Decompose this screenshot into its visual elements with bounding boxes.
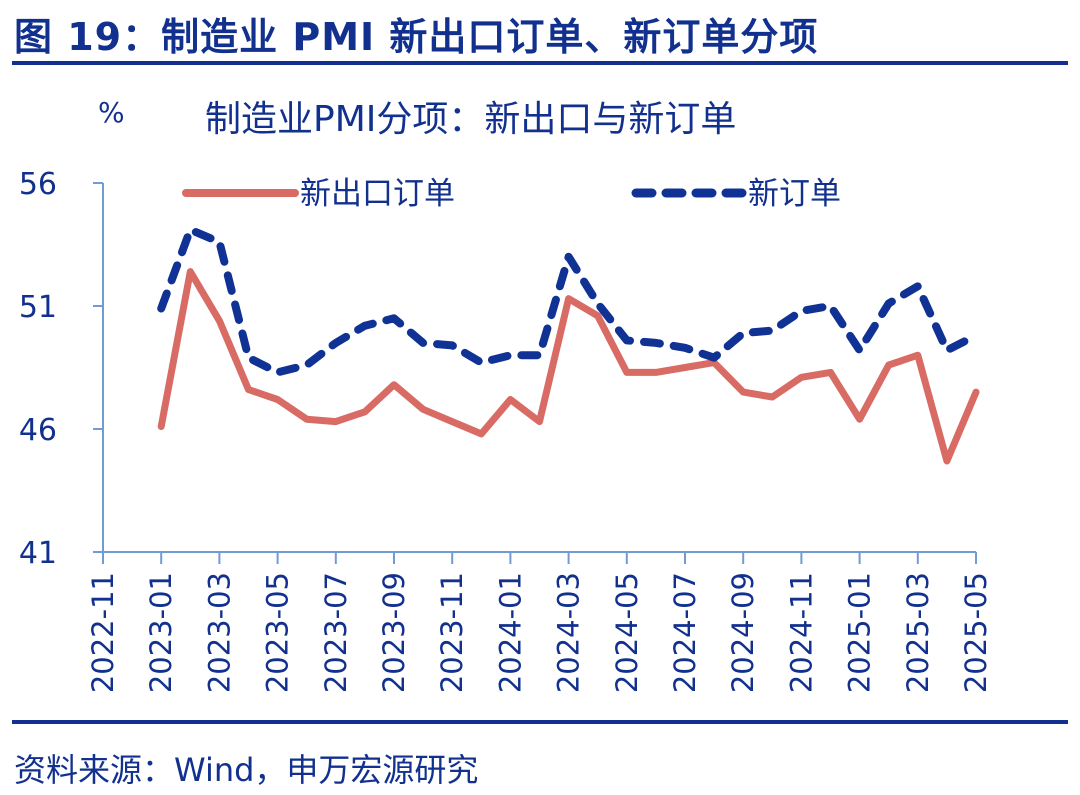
source-note: 资料来源：Wind，申万宏源研究 <box>14 751 479 789</box>
x-tick-label: 2023-03 <box>202 572 236 693</box>
figure-title: 图 19：制造业 PMI 新出口订单、新订单分项 <box>14 15 819 59</box>
x-tick-label: 2024-03 <box>552 572 586 693</box>
x-tick-label: 2023-07 <box>319 572 353 693</box>
chart-title: 制造业PMI分项：新出口与新订单 <box>205 99 737 140</box>
axes: 41 46 51 56 2022-11 2023-01 2023-03 2023-05 2023… <box>19 167 993 693</box>
x-tick-label: 2025-01 <box>843 572 877 693</box>
x-tick-label: 2022-11 <box>86 572 120 693</box>
y-axis-unit: % <box>98 96 125 129</box>
x-tick-label: 2023-09 <box>377 572 411 693</box>
x-tick-label: 2025-03 <box>901 572 935 693</box>
legend-label-new-export-orders: 新出口订单 <box>300 176 455 212</box>
x-tick-label: 2024-05 <box>610 572 644 693</box>
y-tick-label: 56 <box>19 167 57 202</box>
x-tick-label: 2023-11 <box>435 572 469 693</box>
title-divider <box>12 61 1068 65</box>
x-tick-label: 2024-01 <box>493 572 527 693</box>
series-new-orders <box>157 225 980 377</box>
x-tick-label: 2023-05 <box>261 572 295 693</box>
x-tick-label: 2024-09 <box>726 572 760 693</box>
y-tick-label: 46 <box>19 413 57 448</box>
series-new-export-orders <box>157 268 980 465</box>
series-layer <box>157 225 980 465</box>
x-tick-label: 2024-11 <box>784 572 818 693</box>
y-tick-label: 51 <box>19 290 57 325</box>
legend: 新出口订单 新订单 <box>182 176 841 212</box>
x-tick-label: 2025-05 <box>959 572 993 693</box>
footer-divider <box>12 720 1068 724</box>
y-tick-label: 41 <box>19 536 57 571</box>
x-tick-label: 2023-01 <box>144 572 178 693</box>
legend-label-new-orders: 新订单 <box>748 176 841 212</box>
x-tick-label: 2024-07 <box>668 572 702 693</box>
